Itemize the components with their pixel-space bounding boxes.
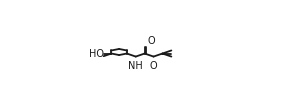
Text: O: O — [147, 36, 155, 46]
Text: NH: NH — [128, 61, 143, 71]
Text: HO: HO — [89, 49, 104, 59]
Text: O: O — [150, 61, 157, 71]
